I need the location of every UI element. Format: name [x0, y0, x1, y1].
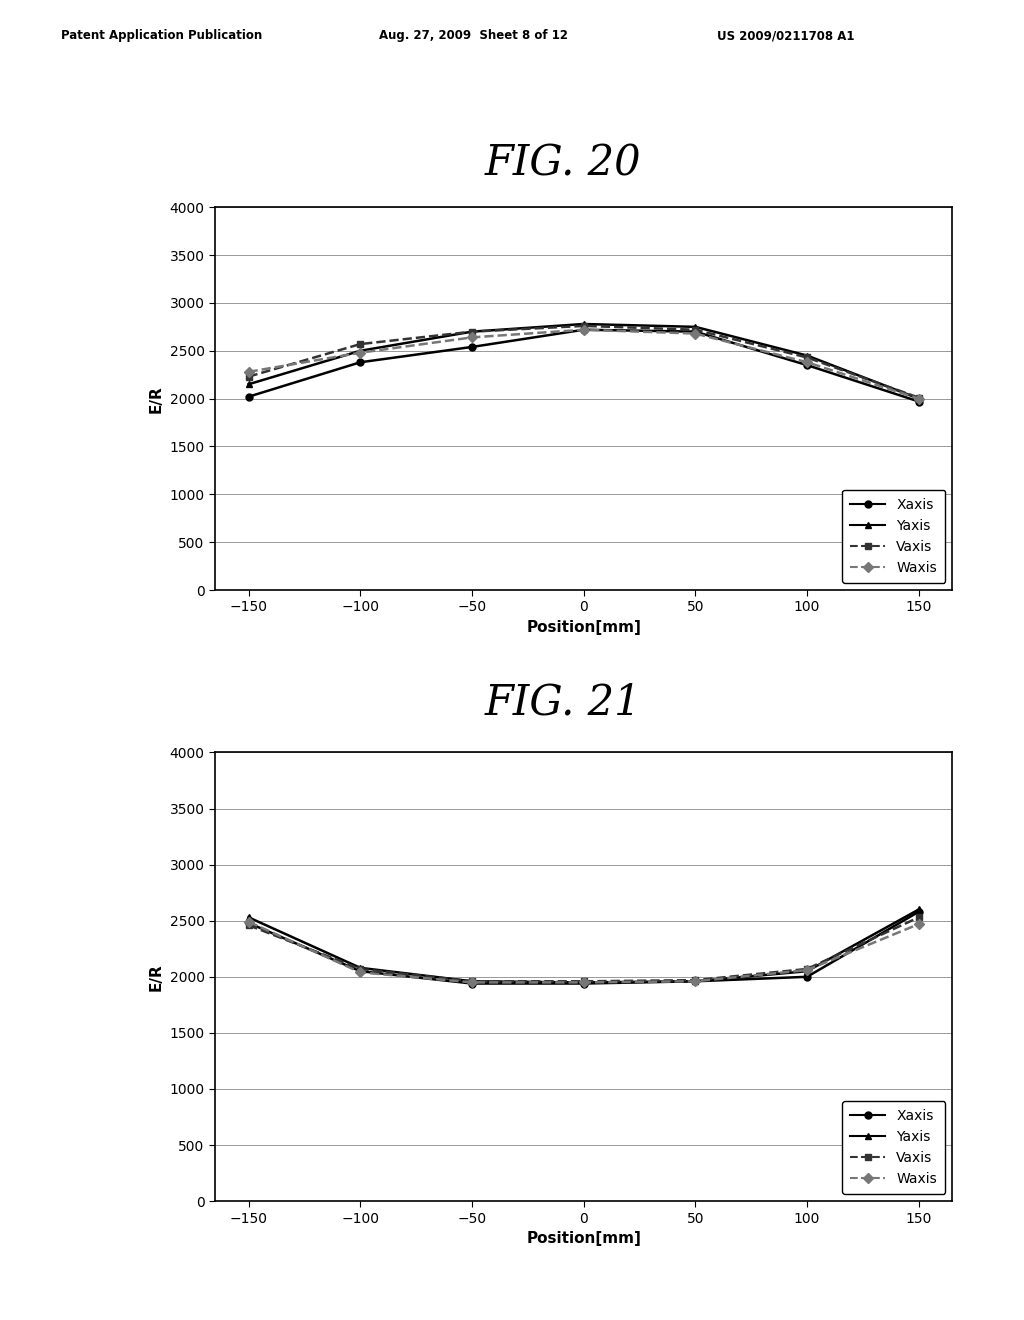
Waxis	[912, 391, 925, 407]
Line: Xaxis: Xaxis	[245, 326, 923, 405]
Xaxis	[354, 964, 367, 979]
Waxis	[578, 974, 590, 990]
Vaxis	[243, 917, 255, 933]
Text: FIG. 21: FIG. 21	[485, 681, 641, 723]
Text: Aug. 27, 2009  Sheet 8 of 12: Aug. 27, 2009 Sheet 8 of 12	[379, 29, 568, 42]
Yaxis	[801, 964, 813, 979]
Line: Waxis: Waxis	[245, 919, 923, 986]
Xaxis	[801, 969, 813, 985]
Xaxis	[466, 975, 478, 991]
Waxis	[578, 322, 590, 338]
Xaxis	[578, 322, 590, 338]
Text: Patent Application Publication: Patent Application Publication	[61, 29, 263, 42]
Yaxis	[801, 347, 813, 363]
Xaxis	[466, 339, 478, 355]
Xaxis	[243, 389, 255, 405]
Line: Xaxis: Xaxis	[245, 908, 923, 987]
Waxis	[243, 364, 255, 380]
Legend: Xaxis, Yaxis, Vaxis, Waxis: Xaxis, Yaxis, Vaxis, Waxis	[842, 490, 945, 583]
Waxis	[689, 326, 701, 342]
Line: Yaxis: Yaxis	[245, 906, 923, 986]
Vaxis	[466, 973, 478, 989]
Vaxis	[354, 961, 367, 977]
Line: Vaxis: Vaxis	[245, 322, 923, 401]
Vaxis	[801, 350, 813, 366]
Text: FIG. 20: FIG. 20	[485, 143, 641, 185]
Yaxis	[912, 391, 925, 407]
Waxis	[689, 973, 701, 989]
Vaxis	[801, 961, 813, 977]
Legend: Xaxis, Yaxis, Vaxis, Waxis: Xaxis, Yaxis, Vaxis, Waxis	[842, 1101, 945, 1195]
Yaxis	[354, 960, 367, 975]
Waxis	[354, 345, 367, 360]
Vaxis	[466, 323, 478, 339]
Yaxis	[912, 902, 925, 917]
Vaxis	[912, 909, 925, 925]
Vaxis	[912, 389, 925, 405]
Y-axis label: E/R: E/R	[148, 384, 164, 413]
Yaxis	[354, 343, 367, 359]
X-axis label: Position[mm]: Position[mm]	[526, 620, 641, 635]
Vaxis	[689, 322, 701, 338]
Xaxis	[354, 354, 367, 370]
Yaxis	[243, 376, 255, 392]
Line: Yaxis: Yaxis	[245, 321, 923, 403]
Line: Vaxis: Vaxis	[245, 913, 923, 985]
Yaxis	[578, 974, 590, 990]
Yaxis	[243, 909, 255, 925]
Waxis	[801, 354, 813, 370]
Yaxis	[689, 973, 701, 989]
Waxis	[912, 916, 925, 932]
Y-axis label: E/R: E/R	[148, 962, 164, 991]
Text: US 2009/0211708 A1: US 2009/0211708 A1	[717, 29, 854, 42]
Xaxis	[689, 323, 701, 339]
Waxis	[466, 330, 478, 346]
Vaxis	[578, 318, 590, 334]
Waxis	[466, 974, 478, 990]
X-axis label: Position[mm]: Position[mm]	[526, 1232, 641, 1246]
Vaxis	[689, 973, 701, 989]
Yaxis	[466, 323, 478, 339]
Xaxis	[689, 973, 701, 989]
Xaxis	[912, 393, 925, 409]
Yaxis	[578, 315, 590, 331]
Yaxis	[689, 319, 701, 335]
Yaxis	[466, 973, 478, 989]
Vaxis	[354, 337, 367, 352]
Waxis	[354, 965, 367, 981]
Line: Waxis: Waxis	[245, 326, 923, 403]
Waxis	[801, 962, 813, 978]
Xaxis	[801, 358, 813, 374]
Vaxis	[578, 973, 590, 989]
Vaxis	[243, 368, 255, 384]
Waxis	[243, 913, 255, 929]
Xaxis	[912, 904, 925, 920]
Xaxis	[578, 975, 590, 991]
Xaxis	[243, 915, 255, 931]
